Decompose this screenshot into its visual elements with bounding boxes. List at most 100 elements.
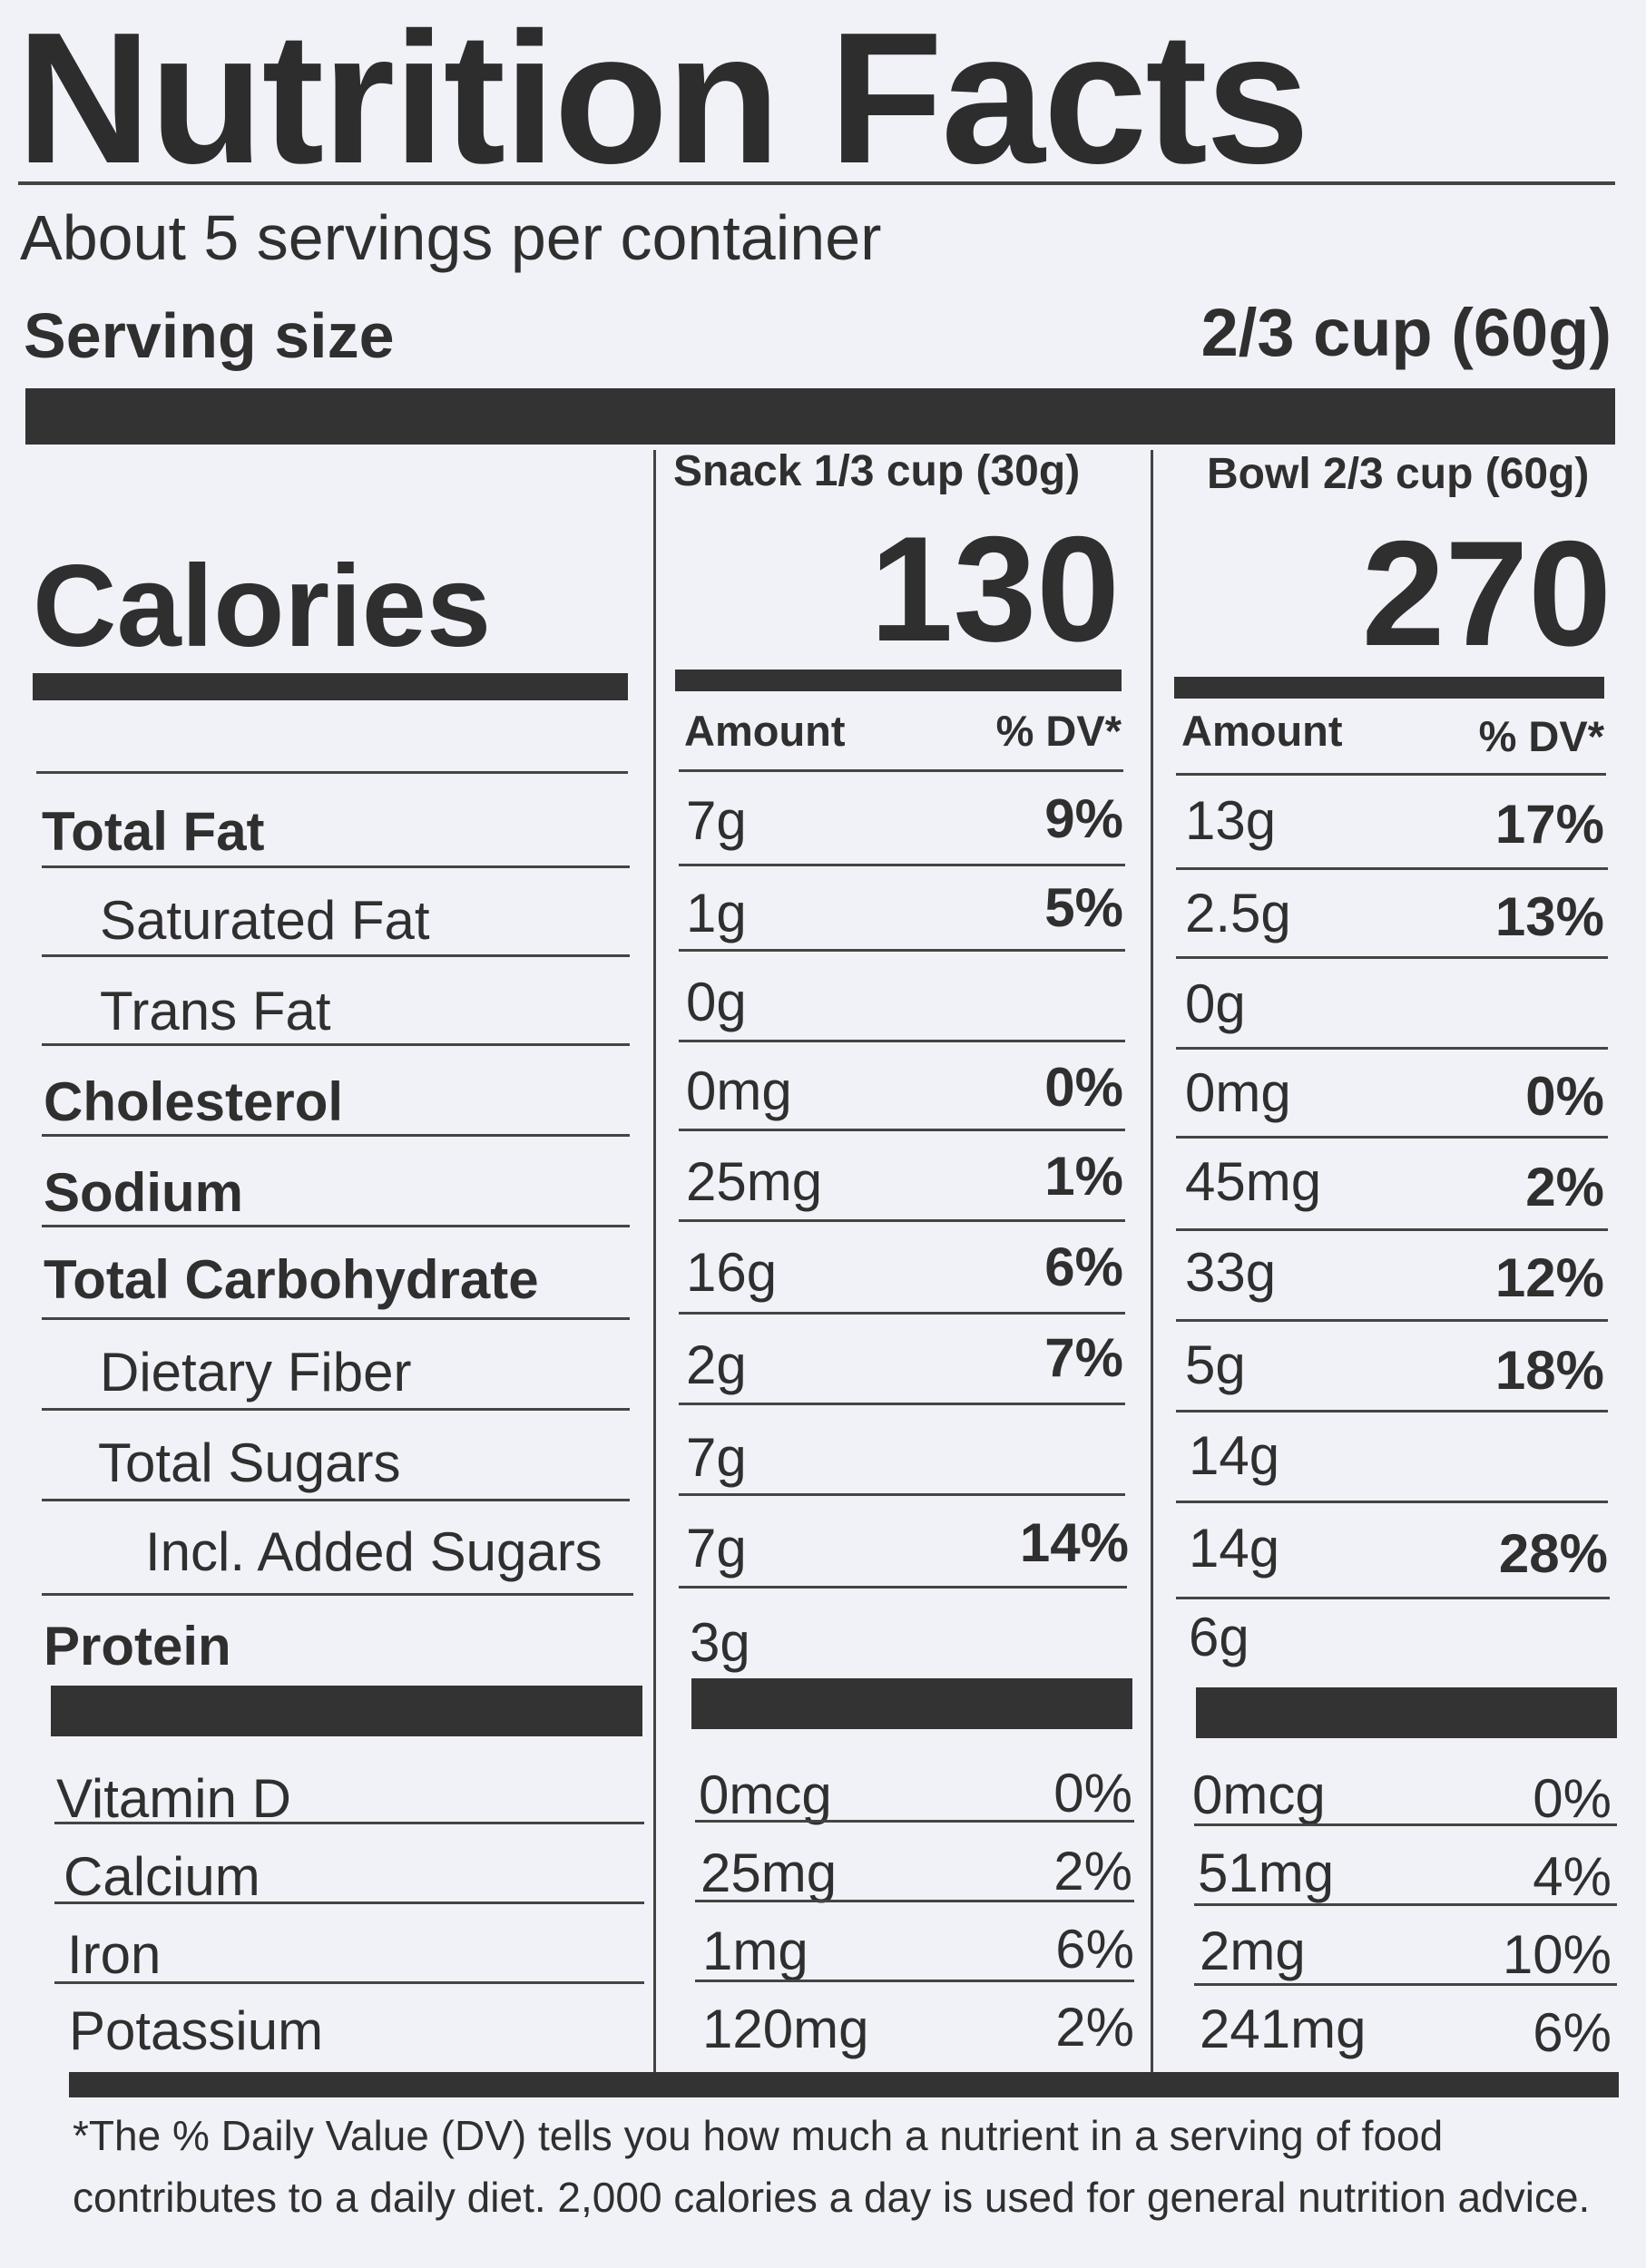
row-rule bbox=[42, 954, 630, 957]
nutrient-label: Total Fat bbox=[42, 801, 265, 862]
bowl-amount: 13g bbox=[1185, 790, 1277, 851]
snack-dv: 14% bbox=[1019, 1512, 1129, 1573]
snack-amount: 3g bbox=[690, 1612, 750, 1673]
row-rule bbox=[1176, 1136, 1608, 1139]
row-rule bbox=[1194, 1903, 1617, 1906]
bowl-dv: 18% bbox=[1494, 1340, 1604, 1401]
vitamins-bar-snack bbox=[691, 1678, 1132, 1729]
snack-amount: 2g bbox=[686, 1334, 747, 1395]
row-rule bbox=[1176, 1319, 1608, 1322]
row-rule bbox=[1194, 1823, 1617, 1826]
title-rule bbox=[18, 181, 1615, 185]
servings-per-container: About 5 servings per container bbox=[20, 202, 882, 273]
nutrient-label: Cholesterol bbox=[44, 1071, 344, 1132]
nutrient-label: Trans Fat bbox=[100, 981, 331, 1041]
row-rule bbox=[54, 1981, 644, 1984]
row-rule bbox=[42, 1043, 630, 1046]
row-rule bbox=[42, 1134, 630, 1137]
calories-bar-label-col bbox=[33, 673, 628, 700]
bowl-column-header: Bowl 2/3 cup (60g) bbox=[1207, 450, 1590, 498]
row-rule bbox=[679, 1586, 1127, 1589]
subheader-rule-label bbox=[36, 771, 628, 774]
snack-dv: 0% bbox=[1044, 1057, 1123, 1118]
bowl-amount: 33g bbox=[1185, 1242, 1277, 1303]
snack-amount: 0g bbox=[686, 972, 747, 1032]
row-rule bbox=[695, 1820, 1134, 1823]
snack-amount: 0mcg bbox=[699, 1765, 832, 1825]
row-rule bbox=[42, 1317, 630, 1320]
bowl-dv: 17% bbox=[1494, 794, 1604, 855]
row-rule bbox=[679, 949, 1125, 952]
snack-amount-header: Amount bbox=[684, 707, 846, 755]
calories-bar-snack bbox=[675, 670, 1122, 691]
row-rule bbox=[679, 864, 1125, 866]
footnote-thick-bar bbox=[69, 2072, 1619, 2097]
vitamin-label: Iron bbox=[67, 1924, 162, 1985]
subheader-rule-snack bbox=[679, 769, 1123, 772]
snack-dv: 5% bbox=[1044, 877, 1123, 938]
row-rule bbox=[42, 1225, 630, 1227]
bowl-amount: 0g bbox=[1185, 973, 1246, 1034]
vitamin-label: Calcium bbox=[64, 1846, 260, 1907]
snack-dv: 0% bbox=[1053, 1763, 1132, 1823]
bowl-amount: 14g bbox=[1189, 1425, 1280, 1486]
vitamin-label: Potassium bbox=[69, 2000, 324, 2061]
bowl-dv: 2% bbox=[1525, 1157, 1604, 1217]
snack-amount: 25mg bbox=[686, 1151, 823, 1212]
row-rule bbox=[679, 1040, 1125, 1042]
row-rule bbox=[1176, 1501, 1608, 1503]
bowl-amount: 0mcg bbox=[1192, 1765, 1326, 1825]
row-rule bbox=[679, 1219, 1125, 1222]
bowl-dv: 4% bbox=[1533, 1846, 1612, 1907]
daily-value-footnote: *The % Daily Value (DV) tells you how mu… bbox=[73, 2112, 1591, 2221]
snack-dv: 2% bbox=[1053, 1841, 1132, 1901]
snack-amount: 7g bbox=[686, 1427, 747, 1488]
row-rule bbox=[1176, 956, 1608, 959]
nutrient-label: Dietary Fiber bbox=[100, 1342, 412, 1403]
row-rule bbox=[54, 1822, 644, 1824]
bowl-amount: 2mg bbox=[1200, 1921, 1306, 1981]
snack-dv-header: % DV* bbox=[995, 707, 1122, 755]
nutrient-label: Sodium bbox=[44, 1162, 243, 1223]
row-rule bbox=[679, 1129, 1125, 1131]
bowl-dv: 6% bbox=[1533, 2002, 1612, 2063]
serving-size-label: Serving size bbox=[24, 300, 395, 371]
snack-amount: 120mg bbox=[702, 1999, 869, 2059]
snack-dv: 1% bbox=[1044, 1146, 1123, 1207]
subheader-rule-bowl bbox=[1176, 773, 1606, 776]
bowl-amount: 51mg bbox=[1198, 1843, 1335, 1903]
nutrient-label: Total Carbohydrate bbox=[44, 1249, 539, 1310]
bowl-dv: 0% bbox=[1533, 1768, 1612, 1829]
calories-bar-bowl bbox=[1174, 677, 1604, 699]
row-rule bbox=[42, 1593, 633, 1596]
column-divider-2 bbox=[1151, 450, 1153, 2074]
snack-dv: 6% bbox=[1044, 1237, 1123, 1297]
column-divider-1 bbox=[653, 450, 656, 2074]
snack-amount: 7g bbox=[686, 790, 747, 851]
bowl-amount: 5g bbox=[1185, 1334, 1246, 1395]
nutrient-label: Saturated Fat bbox=[100, 890, 430, 951]
vitamins-bar-label-col bbox=[51, 1686, 642, 1736]
snack-amount: 0mg bbox=[686, 1061, 792, 1121]
snack-dv: 6% bbox=[1055, 1919, 1134, 1980]
nutrient-label: Incl. Added Sugars bbox=[145, 1521, 603, 1582]
row-rule bbox=[1176, 867, 1608, 870]
bowl-amount: 0mg bbox=[1185, 1062, 1291, 1123]
nutrient-label: Total Sugars bbox=[98, 1432, 401, 1493]
row-rule bbox=[1176, 1597, 1610, 1599]
bowl-dv-header: % DV* bbox=[1478, 712, 1604, 760]
snack-amount: 16g bbox=[686, 1242, 778, 1303]
row-rule bbox=[42, 1499, 630, 1501]
row-rule bbox=[695, 1900, 1134, 1902]
row-rule bbox=[42, 1408, 630, 1411]
row-rule bbox=[679, 1312, 1125, 1315]
label-title: Nutrition Facts bbox=[16, 0, 1309, 202]
bowl-amount: 241mg bbox=[1200, 1999, 1367, 2059]
snack-dv: 2% bbox=[1055, 1997, 1134, 2058]
snack-dv: 7% bbox=[1044, 1327, 1123, 1388]
bowl-amount: 45mg bbox=[1185, 1151, 1322, 1212]
bowl-dv: 12% bbox=[1494, 1247, 1604, 1308]
row-rule bbox=[1194, 1983, 1617, 1986]
calories-label: Calories bbox=[33, 542, 492, 671]
